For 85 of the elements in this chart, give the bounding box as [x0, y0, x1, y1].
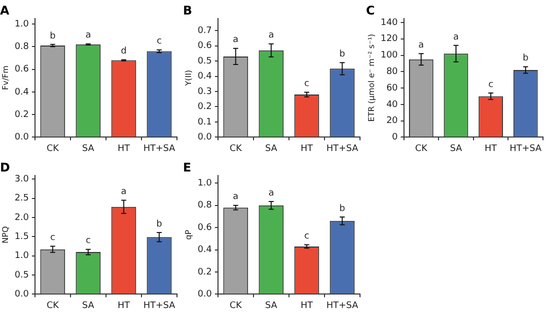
x-tick-label: SA — [82, 300, 96, 311]
annotation: a — [232, 192, 238, 202]
x-tick-label: SA — [82, 144, 96, 154]
y-tick-label: 1.5 — [14, 232, 29, 242]
y-tick-label: 0.0 — [14, 290, 30, 300]
y-tick-label: 0.0 — [198, 290, 212, 300]
y-tick-label: 0.3 — [198, 86, 212, 97]
x-tick-label: SA — [450, 144, 463, 154]
chart-title: B — [183, 3, 192, 18]
annotation: a — [453, 32, 459, 42]
y-tick-label: 20 — [386, 116, 398, 126]
y-tick-label: 120 — [380, 34, 398, 44]
annotation: b — [339, 204, 346, 214]
annotation: a — [232, 35, 238, 46]
x-tick-label: SA — [265, 144, 278, 154]
annotation: b — [156, 219, 162, 230]
y-tick-label: 0.5 — [198, 56, 212, 66]
x-tick-label: HT+SA — [326, 144, 360, 154]
x-tick-label: HT — [484, 144, 498, 154]
annotation: c — [304, 79, 310, 90]
y-tick-label: 0.0 — [198, 132, 212, 143]
annotation: c — [156, 36, 162, 47]
y-tick-label: 80 — [386, 67, 398, 77]
y-tick-label: 0 — [392, 132, 398, 143]
annotation: b — [522, 54, 529, 64]
y-tick-label: 0.6 — [198, 222, 212, 233]
x-tick-label: HT+SA — [143, 300, 176, 311]
x-tick-label: HT — [118, 300, 130, 311]
y-tick-label: 2.0 — [14, 212, 30, 223]
y-tick-label: 0.2 — [198, 267, 212, 278]
y-tick-label: 0.4 — [198, 72, 212, 82]
y-tick-label: 0.6 — [198, 41, 212, 52]
x-tick-label: HT+SA — [326, 300, 360, 311]
y-axis-title: ETR (μmol e⁻ m⁻² s⁻¹) — [366, 34, 376, 122]
y-tick-label: 0.2 — [198, 102, 212, 112]
x-tick-label: CK — [46, 144, 60, 154]
y-tick-label: 60 — [386, 83, 398, 94]
y-axis-title: Y(II) — [184, 70, 193, 87]
annotation: b — [339, 49, 346, 60]
annotation: a — [268, 30, 274, 41]
chart-title: E — [183, 160, 192, 174]
y-tick-label: 1.0 — [198, 178, 212, 189]
chart-title: C — [366, 3, 375, 18]
annotation: a — [120, 187, 126, 198]
x-tick-label: CK — [46, 300, 60, 311]
x-tick-label: HT+SA — [143, 144, 176, 154]
annotation: a — [418, 40, 424, 50]
x-tick-label: HT — [300, 300, 314, 311]
y-tick-label: 0.4 — [14, 87, 30, 98]
y-tick-label: 0.5 — [14, 270, 29, 280]
x-tick-label: SA — [265, 300, 278, 311]
annotation: b — [50, 31, 56, 42]
chart-title: A — [0, 3, 10, 18]
y-tick-label: 140 — [380, 18, 398, 28]
x-tick-label: HT — [300, 144, 314, 154]
y-tick-label: 100 — [380, 50, 398, 61]
y-axis-title: Fv/Fm — [0, 65, 10, 90]
chart-title: D — [0, 160, 10, 174]
y-tick-label: 1.0 — [14, 251, 30, 262]
y-tick-label: 0.7 — [198, 26, 212, 36]
x-tick-label: CK — [230, 300, 243, 311]
annotation: c — [304, 232, 310, 242]
y-tick-label: 0.8 — [14, 42, 30, 52]
x-tick-label: HT+SA — [510, 144, 542, 154]
y-tick-label: 1.0 — [14, 19, 30, 30]
y-tick-label: 0.2 — [14, 110, 29, 120]
annotation: d — [120, 46, 127, 57]
annotation: a — [268, 188, 274, 198]
annotation: a — [85, 30, 91, 41]
y-tick-label: 3.0 — [14, 174, 30, 185]
y-axis-title: qP — [184, 230, 193, 240]
y-tick-label: 0.8 — [198, 200, 212, 211]
y-axis-title: NPQ — [0, 226, 10, 244]
annotation: c — [86, 236, 91, 246]
x-tick-label: CK — [415, 144, 428, 154]
x-tick-label: HT — [118, 144, 130, 154]
annotation: c — [50, 233, 56, 244]
y-tick-label: 0.4 — [198, 245, 212, 256]
y-tick-label: 0.1 — [198, 117, 212, 128]
y-tick-label: 0.0 — [14, 132, 30, 143]
annotation: c — [488, 80, 494, 90]
y-tick-label: 2.5 — [14, 194, 29, 204]
x-tick-label: CK — [230, 144, 243, 154]
y-tick-label: 0.6 — [14, 64, 30, 75]
y-tick-label: 40 — [386, 100, 398, 110]
